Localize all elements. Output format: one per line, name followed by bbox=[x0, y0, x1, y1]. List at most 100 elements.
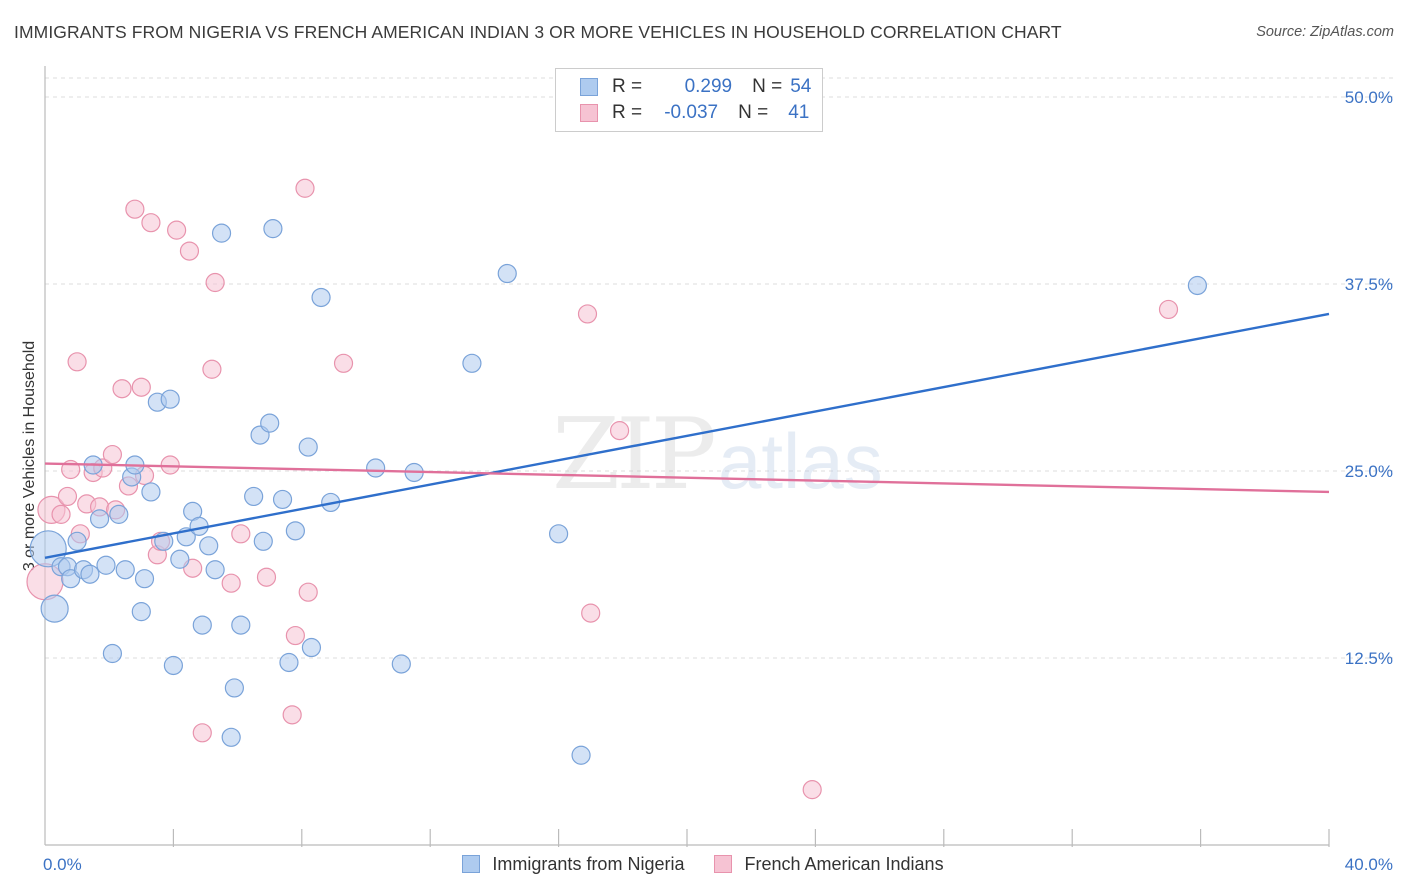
legend-label-nigeria: Immigrants from Nigeria bbox=[492, 853, 685, 874]
nigeria-point bbox=[141, 482, 161, 502]
french-point bbox=[51, 504, 71, 524]
french-point bbox=[221, 573, 241, 593]
nigeria-point bbox=[244, 486, 264, 507]
legend-swatch-blue bbox=[580, 78, 598, 96]
french-point bbox=[295, 178, 315, 198]
watermark: ZIP atlas bbox=[552, 398, 883, 512]
french-point bbox=[231, 524, 251, 544]
french-point bbox=[202, 359, 222, 379]
nigeria-point bbox=[548, 524, 569, 544]
nigeria-point bbox=[199, 536, 219, 556]
nigeria-point bbox=[192, 615, 212, 635]
french-point bbox=[802, 780, 822, 800]
y-tick-label: 12.5% bbox=[1345, 649, 1393, 668]
nigeria-point bbox=[115, 560, 135, 580]
legend-swatch-pink bbox=[580, 104, 598, 122]
french-point bbox=[581, 603, 601, 623]
y-tick-label: 25.0% bbox=[1345, 462, 1393, 481]
nigeria-point bbox=[80, 564, 100, 584]
nigeria-point bbox=[285, 521, 305, 541]
nigeria-point bbox=[391, 654, 411, 674]
legend-n-key: N = bbox=[752, 76, 783, 97]
nigeria-point bbox=[160, 389, 180, 409]
nigeria-point bbox=[462, 353, 482, 373]
nigeria-point bbox=[272, 489, 293, 510]
french-point bbox=[112, 379, 132, 399]
y-tick-label: 50.0% bbox=[1345, 88, 1393, 107]
nigeria-point bbox=[253, 531, 273, 551]
legend-item-nigeria: Immigrants from Nigeria bbox=[462, 854, 684, 875]
x-tick-label: 40.0% bbox=[1345, 855, 1393, 874]
nigeria-point bbox=[134, 569, 155, 589]
nigeria-point bbox=[67, 531, 87, 551]
data-points bbox=[26, 178, 1207, 800]
nigeria-point bbox=[29, 530, 67, 568]
nigeria-point bbox=[263, 219, 283, 239]
y-tick-label: 37.5% bbox=[1345, 275, 1393, 294]
french-point bbox=[205, 272, 225, 293]
legend-swatch-pink bbox=[714, 855, 733, 873]
legend-r-value: 0.299 bbox=[684, 76, 733, 97]
watermark-atlas: atlas bbox=[718, 417, 883, 505]
nigeria-point bbox=[366, 458, 386, 478]
nigeria-point bbox=[279, 652, 299, 673]
nigeria-point bbox=[211, 223, 232, 243]
french-point bbox=[1158, 299, 1179, 320]
legend-item-french: French American Indians bbox=[714, 854, 944, 875]
nigeria-point bbox=[163, 655, 183, 676]
french-point bbox=[577, 304, 598, 324]
nigeria-point bbox=[96, 555, 116, 575]
french-point bbox=[67, 352, 87, 372]
legend-r-value: -0.037 bbox=[664, 102, 719, 123]
legend-r-key: R = bbox=[612, 76, 643, 97]
nigeria-point bbox=[260, 413, 280, 433]
nigeria-point bbox=[301, 637, 322, 658]
nigeria-point bbox=[109, 504, 129, 524]
nigeria-point bbox=[170, 549, 190, 569]
french-point bbox=[102, 444, 123, 465]
french-point bbox=[298, 582, 318, 602]
trend-lines bbox=[44, 312, 1330, 559]
legend-n-value: 41 bbox=[788, 102, 810, 123]
legend-row-nigeria: R = 0.299 N = 54 bbox=[580, 73, 811, 101]
french-point bbox=[256, 567, 277, 587]
french-point bbox=[179, 241, 200, 261]
french-point bbox=[282, 705, 302, 725]
nigeria-point bbox=[40, 594, 69, 623]
french-point bbox=[57, 486, 78, 507]
french-point bbox=[609, 421, 630, 441]
source-credit: Source: ZipAtlas.com bbox=[1256, 24, 1394, 40]
nigeria-point bbox=[102, 643, 123, 664]
legend-n-key: N = bbox=[738, 102, 769, 123]
axes bbox=[44, 66, 1330, 847]
legend-r-key: R = bbox=[612, 102, 643, 123]
x-tick-label: 0.0% bbox=[43, 855, 82, 874]
watermark-zip: ZIP bbox=[552, 398, 714, 512]
legend-swatch-blue bbox=[462, 855, 481, 873]
french-point bbox=[192, 723, 212, 743]
nigeria-point bbox=[298, 437, 318, 457]
series-legend: Immigrants from Nigeria French American … bbox=[0, 852, 1406, 876]
nigeria-point bbox=[231, 615, 251, 635]
nigeria-point bbox=[205, 560, 225, 580]
french-point bbox=[125, 199, 145, 219]
nigeria-point bbox=[131, 602, 151, 622]
correlation-legend: R = 0.299 N = 54 R = -0.037 N = 41 bbox=[555, 68, 823, 132]
french-point bbox=[131, 377, 151, 397]
legend-n-value: 54 bbox=[790, 76, 812, 97]
french-point bbox=[333, 353, 354, 373]
french-point bbox=[285, 625, 305, 646]
nigeria-point bbox=[224, 678, 244, 698]
grid-lines bbox=[45, 77, 1394, 659]
nigeria-point bbox=[311, 287, 331, 308]
french-point bbox=[141, 213, 161, 233]
nigeria-point bbox=[571, 745, 591, 765]
french-trend-line bbox=[44, 462, 1330, 494]
nigeria-point bbox=[497, 263, 517, 284]
french-point bbox=[167, 220, 187, 240]
nigeria-point bbox=[1187, 275, 1207, 296]
chart-title: IMMIGRANTS FROM NIGERIA VS FRENCH AMERIC… bbox=[14, 22, 1062, 42]
legend-row-french: R = -0.037 N = 41 bbox=[580, 99, 809, 127]
tick-labels: 12.5% 25.0% 37.5% 50.0% 0.0% 40.0% bbox=[43, 88, 1393, 874]
